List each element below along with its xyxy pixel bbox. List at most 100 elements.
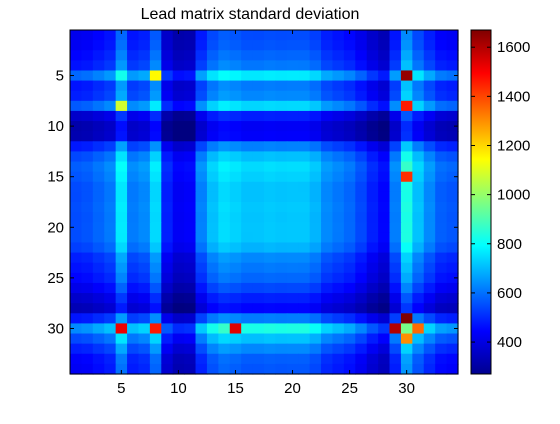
heatmap-cell (206, 303, 219, 314)
heatmap-cell (195, 222, 208, 233)
heatmap-cell (275, 242, 288, 254)
heatmap-cell (264, 90, 277, 102)
heatmap-cell (264, 60, 277, 72)
heatmap-cell (104, 202, 117, 213)
heatmap-cell (104, 242, 117, 254)
heatmap-cell (286, 303, 299, 314)
heatmap-cell (423, 363, 436, 375)
heatmap-cell (435, 90, 448, 102)
heatmap-cell (149, 131, 162, 142)
heatmap-cell (149, 202, 162, 213)
heatmap-cell (264, 40, 277, 51)
heatmap-cell (218, 333, 231, 345)
heatmap-cell (184, 121, 197, 132)
heatmap-cell (81, 212, 94, 223)
heatmap-cell (172, 70, 185, 82)
heatmap-cell (412, 282, 425, 294)
heatmap-cell (332, 343, 345, 355)
heatmap-cell (389, 50, 402, 61)
heatmap-cell (115, 303, 128, 314)
heatmap-cell (400, 313, 413, 325)
heatmap-cell (149, 212, 162, 223)
heatmap-cell (435, 323, 448, 335)
heatmap-cell (412, 293, 425, 304)
heatmap-cell (149, 313, 162, 325)
heatmap-cell (423, 353, 436, 365)
heatmap-cell (298, 343, 311, 355)
heatmap-cell (332, 202, 345, 213)
heatmap-cell (206, 131, 219, 142)
heatmap-cell (206, 353, 219, 365)
heatmap-cell (206, 151, 219, 163)
heatmap-cell (218, 262, 231, 274)
heatmap-cell (389, 110, 402, 122)
heatmap-cell (104, 363, 117, 375)
heatmap-cell (184, 303, 197, 314)
heatmap-cell (366, 131, 379, 142)
heatmap-cell (149, 191, 162, 203)
heatmap-cell (81, 171, 94, 183)
heatmap-cell (218, 242, 231, 254)
heatmap-cell (81, 30, 94, 41)
heatmap-cell (321, 303, 334, 314)
heatmap-cell (206, 343, 219, 355)
heatmap-cell (343, 181, 356, 193)
heatmap-cell (446, 222, 459, 233)
heatmap-cell (378, 151, 391, 163)
heatmap-cell (286, 191, 299, 203)
heatmap-cell (423, 30, 436, 41)
heatmap-cell (92, 353, 105, 365)
heatmap-cell (172, 262, 185, 274)
heatmap-cell (298, 181, 311, 193)
heatmap-cell (218, 303, 231, 314)
heatmap-cell (184, 60, 197, 72)
heatmap-cell (355, 353, 368, 365)
heatmap-cell (435, 293, 448, 304)
heatmap-cell (161, 232, 174, 244)
heatmap-cell (366, 272, 379, 284)
heatmap-cell (149, 262, 162, 274)
heatmap-cell (172, 181, 185, 193)
heatmap-cell (184, 232, 197, 244)
heatmap-cell (298, 80, 311, 92)
heatmap-cell (286, 293, 299, 304)
heatmap-cell (378, 323, 391, 335)
heatmap-cell (286, 323, 299, 335)
heatmap-cell (355, 30, 368, 41)
heatmap-cell (241, 212, 254, 223)
heatmap-cell (104, 303, 117, 314)
heatmap-cell (161, 353, 174, 365)
heatmap-cell (81, 242, 94, 254)
heatmap-cell (104, 60, 117, 72)
heatmap-cell (138, 212, 151, 223)
heatmap-cell (332, 80, 345, 92)
heatmap-cell (378, 171, 391, 183)
heatmap-cell (229, 363, 242, 375)
heatmap-cell (446, 70, 459, 82)
heatmap-cell (241, 151, 254, 163)
heatmap-cell (115, 161, 128, 173)
heatmap-cell (229, 171, 242, 183)
heatmap-cell (104, 141, 117, 153)
heatmap-cell (241, 70, 254, 82)
heatmap-cell (389, 151, 402, 163)
heatmap-cell (206, 222, 219, 233)
heatmap-cell (298, 40, 311, 51)
heatmap-cell (435, 141, 448, 153)
y-tick-label: 25 (47, 270, 64, 287)
heatmap-cell (389, 212, 402, 223)
heatmap-cell (115, 343, 128, 355)
heatmap-cell (366, 90, 379, 102)
heatmap-cell (92, 151, 105, 163)
heatmap-cell (298, 100, 311, 112)
heatmap-cell (92, 252, 105, 264)
heatmap-cell (446, 90, 459, 102)
heatmap-cell (195, 202, 208, 213)
heatmap-cell (286, 121, 299, 132)
heatmap-cell (81, 343, 94, 355)
heatmap-cell (195, 60, 208, 72)
heatmap-cell (264, 313, 277, 325)
heatmap-cell (241, 252, 254, 264)
heatmap-cell (70, 90, 83, 102)
heatmap-cell (309, 30, 322, 41)
